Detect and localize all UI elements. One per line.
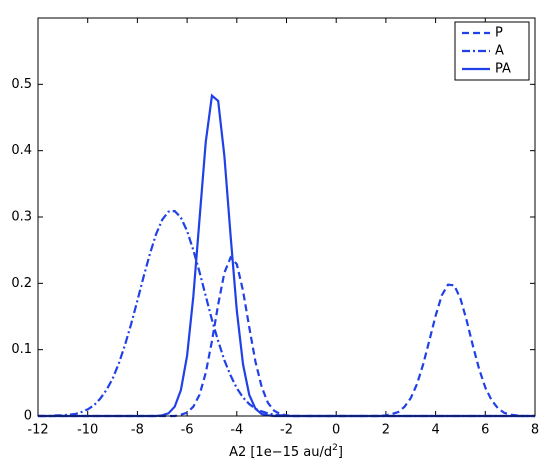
x-tick-label: -8 (131, 423, 144, 438)
x-tick-label: 2 (382, 423, 390, 438)
x-tick-label: -6 (181, 423, 194, 438)
x-tick-label: -10 (77, 423, 98, 438)
legend: PA PA (454, 21, 530, 81)
y-tick-label: 0.2 (11, 276, 32, 291)
axes-box (37, 17, 536, 417)
x-tick-label: -4 (230, 423, 243, 438)
y-tick-label: 0.1 (11, 342, 32, 357)
x-tick-label: 6 (481, 423, 489, 438)
x-tick-label: 0 (332, 423, 340, 438)
x-tick-label: -12 (27, 423, 48, 438)
y-tick-label: 0.3 (11, 210, 32, 225)
legend-label: A (495, 44, 504, 59)
x-tick-label: 4 (431, 423, 439, 438)
plot-area (38, 18, 535, 416)
x-tick-label: -2 (280, 423, 293, 438)
y-tick-label: 0 (24, 409, 32, 424)
x-axis-label-superscript: 2 (332, 443, 338, 453)
x-tick-label: 8 (531, 423, 539, 438)
x-axis-label-text: A2 [1e−15 au/d (229, 445, 332, 460)
x-axis-label: A2 [1e−15 au/d2] (229, 443, 343, 460)
y-tick-label: 0.5 (11, 77, 32, 92)
y-tick-label: 0.4 (11, 143, 32, 158)
legend-label: PA (495, 62, 511, 77)
x-axis-label-end: ] (338, 445, 343, 460)
legend-label: P (495, 26, 503, 41)
